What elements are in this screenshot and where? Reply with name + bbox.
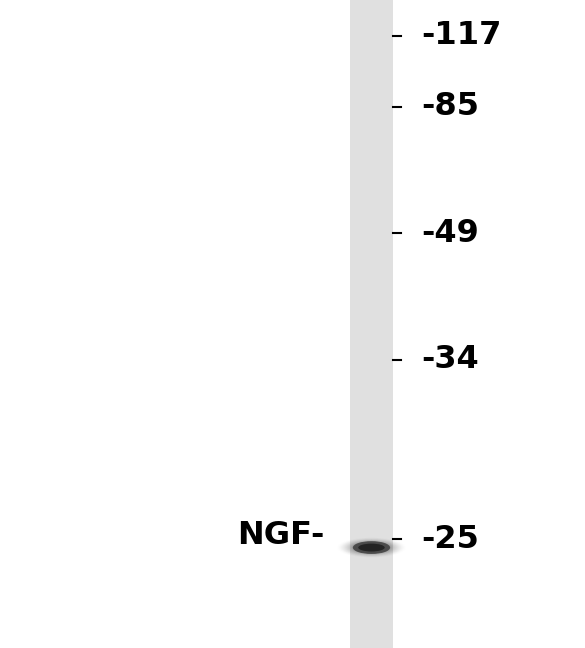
Text: -85: -85 <box>421 91 479 122</box>
Ellipse shape <box>353 542 390 553</box>
Ellipse shape <box>353 541 390 554</box>
Text: NGF-: NGF- <box>238 520 325 551</box>
Ellipse shape <box>352 542 391 553</box>
Text: -34: -34 <box>421 344 479 375</box>
Bar <box>350 0 393 648</box>
Text: -25: -25 <box>421 524 479 555</box>
Text: -117: -117 <box>421 20 501 51</box>
Text: -49: -49 <box>421 218 479 249</box>
Ellipse shape <box>358 544 385 551</box>
